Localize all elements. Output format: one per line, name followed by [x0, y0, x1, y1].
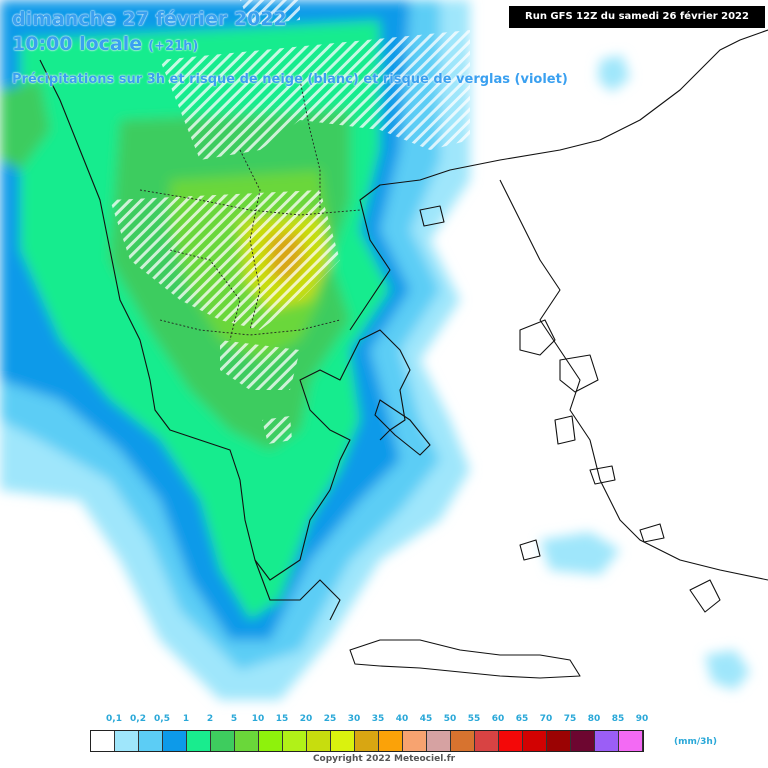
borders: [139, 79, 361, 341]
legend-tick: 75: [563, 714, 577, 724]
legend-tick: 90: [635, 714, 649, 724]
coast-euboea: [374, 399, 431, 456]
coast-thasos: [419, 205, 445, 227]
legend-swatch: [451, 731, 475, 751]
legend-swatch: [523, 731, 547, 751]
legend-tick: 5: [230, 714, 238, 724]
legend-tick: 35: [371, 714, 385, 724]
legend-tick: 65: [515, 714, 529, 724]
legend-swatch: [259, 731, 283, 751]
legend-tick: 60: [491, 714, 505, 724]
legend-tick: 80: [587, 714, 601, 724]
border-line-4: [169, 249, 241, 341]
legend-swatch: [547, 731, 571, 751]
legend-tick: 40: [395, 714, 409, 724]
legend-swatch: [331, 731, 355, 751]
legend-tick: 1: [182, 714, 190, 724]
legend-swatch: [307, 731, 331, 751]
legend-tick: 85: [611, 714, 625, 724]
precip-zone-light-blue-se: [705, 650, 750, 690]
snow-risk-hatching: [110, 0, 470, 444]
coast-samos: [589, 465, 616, 485]
precip-zone-light-blue-ne: [598, 55, 630, 92]
legend-swatch: [427, 731, 451, 751]
forecast-lead-time: (+21h): [148, 39, 199, 54]
legend-swatch: [499, 731, 523, 751]
legend-swatch: [355, 731, 379, 751]
legend-swatch: [187, 731, 211, 751]
legend-swatch: [595, 731, 619, 751]
coast-lemnos: [519, 319, 556, 356]
legend-tick: 0,2: [130, 714, 146, 724]
precip-zone-green-west: [0, 80, 50, 170]
snow-zone-far-north: [240, 0, 300, 25]
legend-swatch: [115, 731, 139, 751]
coast-aegean-north: [349, 29, 768, 331]
legend-tick: 25: [323, 714, 337, 724]
legend-swatch: [139, 731, 163, 751]
forecast-time-value: 10:00 locale: [12, 33, 143, 55]
coast-naxos: [519, 539, 541, 561]
map-description: Précipitations sur 3h et risque de neige…: [12, 72, 568, 87]
snow-zone-south: [220, 340, 300, 390]
border-line-5: [299, 79, 321, 210]
legend-swatch: [571, 731, 595, 751]
run-info-box: Run GFS 12Z du samedi 26 février 2022: [509, 6, 765, 28]
legend-tick: 15: [275, 714, 289, 724]
coast-lesbos: [559, 354, 599, 393]
legend-tick: 50: [443, 714, 457, 724]
legend-tick: 2: [206, 714, 214, 724]
coast-balkans-adriatic: [39, 59, 411, 581]
legend-swatch: [403, 731, 427, 751]
coast-chios: [554, 415, 576, 445]
coast-turkey-west: [499, 179, 768, 581]
legend-tick: 45: [419, 714, 433, 724]
forecast-date: dimanche 27 février 2022: [12, 8, 287, 30]
legend-swatch: [235, 731, 259, 751]
legend-swatch: [211, 731, 235, 751]
legend-tick: 30: [347, 714, 361, 724]
legend-tick: 10: [251, 714, 265, 724]
border-line-3: [239, 149, 261, 331]
legend-unit: (mm/3h): [674, 737, 717, 747]
legend-tick-labels: 0,1 0,2 0,5 1 2 5 10 15 20 25 30 35 40 45 50 55 60 65 70 75…: [0, 714, 768, 728]
legend-swatch: [283, 731, 307, 751]
copyright-notice: Copyright 2022 Meteociel.fr: [312, 754, 456, 764]
coast-kos: [639, 523, 665, 543]
legend-tick: 0,1: [106, 714, 122, 724]
legend-swatch: [91, 731, 115, 751]
legend-swatch: [163, 731, 187, 751]
forecast-time: 10:00 locale (+21h): [12, 33, 198, 55]
snow-zone-central: [110, 190, 340, 330]
coast-peloponnese-south: [254, 559, 341, 621]
coastlines: [39, 29, 768, 679]
legend-color-bar: [90, 730, 644, 752]
snow-zone-north: [160, 30, 470, 160]
snow-zone-peloponnese: [262, 416, 292, 444]
coast-rhodes: [689, 579, 721, 613]
legend-tick: 55: [467, 714, 481, 724]
coast-crete: [349, 639, 581, 679]
legend-tick: 20: [299, 714, 313, 724]
legend-swatch: [619, 731, 643, 751]
precip-zone-light-blue-east: [540, 532, 620, 575]
legend-swatch: [475, 731, 499, 751]
legend-swatch: [379, 731, 403, 751]
legend-tick: 70: [539, 714, 553, 724]
border-line-1: [139, 189, 361, 216]
legend-tick: 0,5: [154, 714, 170, 724]
